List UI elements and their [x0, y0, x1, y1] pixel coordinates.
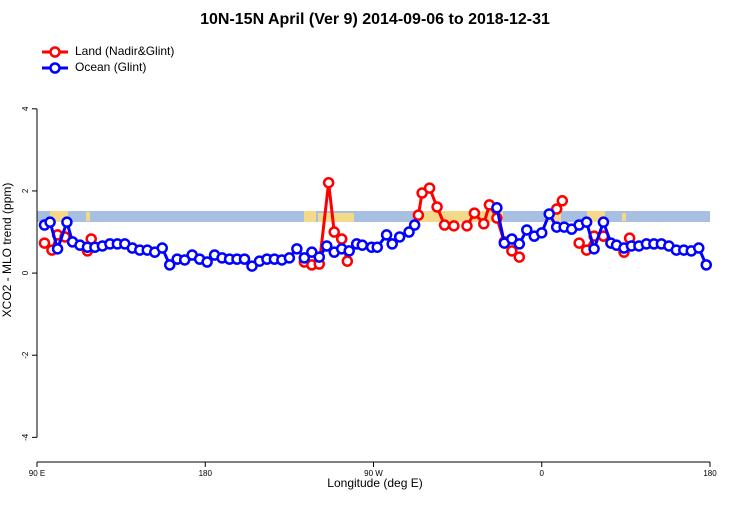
- ocean-strip: [37, 211, 710, 222]
- data-point: [521, 224, 533, 236]
- series: [38, 202, 713, 272]
- data-point: [38, 237, 51, 249]
- data-point: [322, 176, 335, 189]
- land-strip: [50, 211, 68, 222]
- data-point: [51, 243, 64, 255]
- data-point: [283, 252, 296, 264]
- data-point: [201, 256, 213, 268]
- data-point: [513, 251, 526, 263]
- data-point: [506, 233, 518, 245]
- data-point: [416, 187, 428, 199]
- data-point: [343, 245, 355, 257]
- y-axis-label: XCO2 - MLO trend (ppm): [0, 183, 14, 318]
- data-point: [513, 238, 526, 250]
- data-point: [246, 260, 258, 272]
- land-strip: [418, 211, 503, 222]
- data-point: [448, 220, 460, 232]
- data-point: [328, 226, 340, 238]
- data-point: [431, 201, 443, 213]
- data-point: [156, 242, 169, 254]
- land-strip: [587, 211, 605, 222]
- legend-marker: [49, 62, 61, 74]
- data-point: [178, 254, 191, 266]
- data-point: [61, 216, 73, 228]
- land-strip: [318, 213, 354, 222]
- chart-title: 10N-15N April (Ver 9) 2014-09-06 to 2018…: [200, 11, 550, 28]
- data-point: [341, 255, 354, 267]
- y-tick-label: 2: [21, 188, 30, 193]
- x-tick-label: 180: [199, 469, 213, 478]
- data-point: [556, 195, 569, 207]
- data-point: [700, 259, 713, 271]
- land-strip: [622, 213, 626, 221]
- y-tick-label: 0: [21, 270, 30, 275]
- data-point: [335, 233, 348, 245]
- data-point: [306, 246, 318, 258]
- data-point: [356, 239, 369, 251]
- data-point: [321, 240, 333, 252]
- x-tick-label: 180: [703, 469, 717, 478]
- data-point: [588, 243, 600, 255]
- legend-label: Land (Nadir&Glint): [75, 44, 174, 58]
- data-point: [238, 253, 251, 265]
- x-tick-label: 90 W: [364, 469, 383, 478]
- data-point: [163, 259, 176, 271]
- x-axis-label: Longitude (deg E): [327, 476, 422, 490]
- x-tick-label: 0: [540, 469, 545, 478]
- data-point: [371, 241, 383, 253]
- data-point: [491, 202, 503, 214]
- data-point: [298, 252, 311, 264]
- data-point: [438, 219, 451, 231]
- legend-label: Ocean (Glint): [75, 60, 146, 74]
- data-point: [291, 243, 303, 255]
- data-point: [550, 203, 563, 215]
- land-strip: [304, 211, 316, 222]
- data-point: [44, 216, 56, 228]
- data-point: [386, 238, 398, 250]
- y-tick-label: 4: [21, 106, 30, 111]
- data-point: [380, 229, 393, 241]
- data-point: [506, 245, 518, 257]
- y-tick-label: -2: [21, 351, 30, 359]
- legend: Land (Nadir&Glint) Ocean (Glint): [42, 44, 174, 74]
- data-point: [573, 237, 585, 249]
- data-point: [393, 231, 406, 243]
- land-strip: [86, 212, 90, 221]
- data-point: [580, 216, 593, 228]
- data-point: [536, 227, 548, 239]
- legend-marker: [49, 46, 61, 58]
- data-point: [313, 251, 326, 263]
- map-strip: [37, 211, 710, 222]
- data-point: [468, 207, 481, 219]
- data-point: [412, 209, 425, 221]
- data-point: [543, 208, 555, 220]
- data-point: [461, 220, 473, 232]
- data-point: [597, 216, 610, 228]
- x-tick-label: 90 E: [29, 469, 45, 478]
- data-point: [403, 226, 415, 238]
- data-point: [408, 219, 421, 231]
- y-tick-label: -4: [21, 433, 30, 441]
- data-point: [478, 218, 490, 230]
- data-point: [423, 182, 436, 194]
- data-point: [693, 242, 705, 254]
